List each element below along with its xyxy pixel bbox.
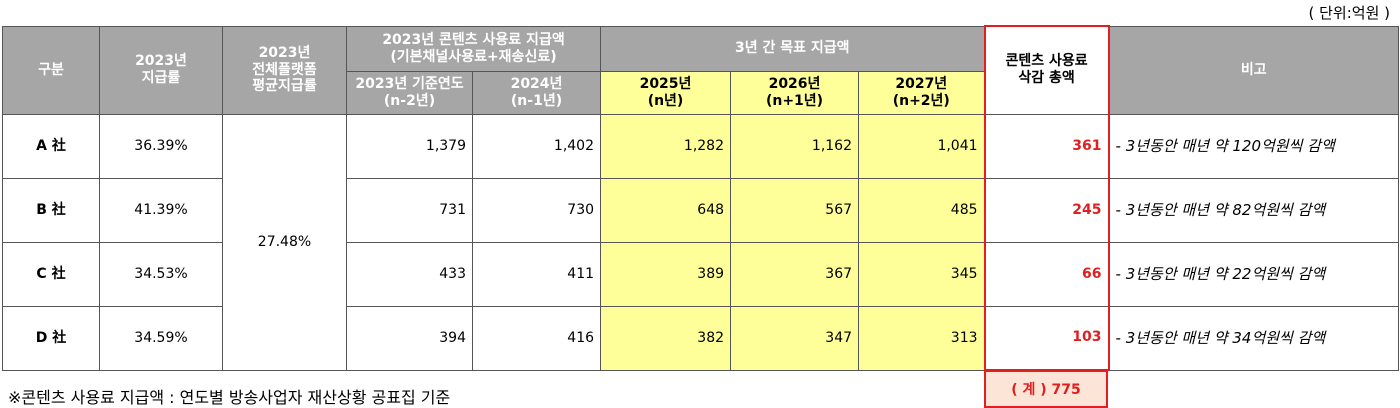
amount-cell: 411 <box>471 241 602 307</box>
rate-cell: 34.53% <box>99 241 223 307</box>
footnote: ※콘텐츠 사용료 지급액 : 연도별 방송사업자 재산상황 공표집 기준 <box>8 388 451 407</box>
amount-cell: 313 <box>858 305 986 371</box>
reduction-cell: 66 <box>983 241 1110 307</box>
amount-cell: 485 <box>858 177 986 243</box>
amount-cell: 1,402 <box>471 113 602 179</box>
amount-cell: 730 <box>471 177 602 243</box>
table-row: D 社 34.59% 394 416 382 347 313 103- 3년동안 매년 약 3… <box>2 305 1400 371</box>
rate-cell: 36.39% <box>99 113 223 179</box>
amount-cell: 567 <box>730 177 860 243</box>
rate-cell: 41.39% <box>99 177 223 243</box>
header-cell: 비고 <box>1108 25 1400 115</box>
header-cell: 2023년 기준연도 (n-2년) <box>346 70 473 115</box>
header-cell: 2023년 콘텐츠 사용료 지급액 (기본채널사용료+재송신료) <box>345 25 602 72</box>
company-cell: A 社 <box>2 113 100 179</box>
table-row: C 社 34.53% 433 411 389 367 345 66- 3년동안 매년 약 22… <box>2 241 1400 307</box>
amount-cell: 1,282 <box>600 113 732 179</box>
note-cell: - 3년동안 매년 약 22억원씩 감액 <box>1108 241 1400 307</box>
unit-label: ( 단위:억원 ) <box>1308 4 1391 22</box>
amount-cell: 1,041 <box>858 113 986 179</box>
table-row: A 社 36.39% 27.48% 1,379 1,402 1,282 1,162 1,041… <box>2 113 1400 371</box>
amount-cell: 389 <box>600 241 732 307</box>
note-cell: - 3년동안 매년 약 34억원씩 감액 <box>1108 305 1400 371</box>
header-cell: 2023년 전체플랫폼 평균지급률 <box>222 25 347 115</box>
header-cell: 구분 <box>2 25 100 115</box>
amount-cell: 648 <box>600 177 732 243</box>
company-cell: C 社 <box>2 241 100 307</box>
header-cell: 2024년 (n-1년) <box>471 70 602 115</box>
header-cell: 콘텐츠 사용료 삭감 총액 <box>983 25 1110 115</box>
reduction-cell: 245 <box>983 177 1110 243</box>
reduction-cell: 103 <box>983 305 1110 371</box>
amount-cell: 382 <box>600 305 732 371</box>
amount-cell: 416 <box>471 305 602 371</box>
header-cell: 2026년 (n+1년) <box>730 70 860 115</box>
amount-cell: 731 <box>346 177 473 243</box>
note-cell: - 3년동안 매년 약 82억원씩 감액 <box>1108 177 1400 243</box>
company-cell: D 社 <box>2 305 100 371</box>
header-cell: 2027년 (n+2년) <box>858 70 986 115</box>
header-row: 구분 2023년 지급률 2023년 전체플랫폼 평균지급률 2023년 콘텐츠… <box>2 25 1400 115</box>
amount-cell: 394 <box>346 305 473 371</box>
amount-cell: 433 <box>346 241 473 307</box>
reduction-cell: 361 <box>983 113 1110 179</box>
amount-cell: 367 <box>730 241 860 307</box>
payment-table: 구분 2023년 지급률 2023년 전체플랫폼 평균지급률 2023년 콘텐츠… <box>2 25 1400 371</box>
header-cell: 2025년 (n년) <box>600 70 732 115</box>
total: ( 계 ) 775 <box>984 370 1108 408</box>
avg-cell: 27.48% <box>222 113 347 371</box>
note-cell: - 3년동안 매년 약 120억원씩 감액 <box>1108 113 1400 179</box>
company-cell: B 社 <box>2 177 100 243</box>
amount-cell: 347 <box>730 305 860 371</box>
header-cell: 3년 간 목표 지급액 <box>600 25 986 72</box>
amount-cell: 1,162 <box>730 113 860 179</box>
table-row: B 社 41.39% 731 730 648 567 485 245- 3년동안 매년 약 8… <box>2 177 1400 243</box>
amount-cell: 1,379 <box>346 113 473 179</box>
header-row: 2023년 기준연도 (n-2년) 2024년 (n-1년) 2025년 (n년) 2… <box>3 70 1399 115</box>
header-cell: 2023년 지급률 <box>99 25 223 115</box>
rate-cell: 34.59% <box>99 305 223 371</box>
table-body: A 社 36.39% 27.48% 1,379 1,402 1,282 1,162 1,041… <box>2 113 1400 371</box>
amount-cell: 345 <box>858 241 986 307</box>
